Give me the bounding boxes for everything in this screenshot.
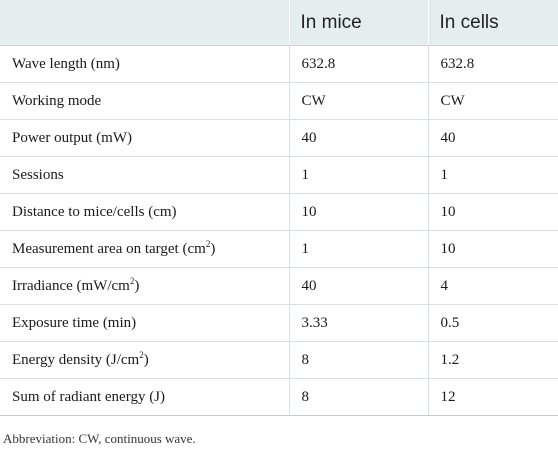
table-row: Energy density (J/cm2) 8 1.2 bbox=[0, 341, 558, 379]
table-row: Distance to mice/cells (cm) 10 10 bbox=[0, 193, 558, 231]
table-row: Working mode CW CW bbox=[0, 82, 558, 120]
table-row: Sum of radiant energy (J) 8 12 bbox=[0, 378, 558, 416]
row-label-text: Sum of radiant energy (J) bbox=[12, 388, 166, 405]
cell-in-mice: 1 bbox=[289, 230, 429, 268]
row-label: Distance to mice/cells (cm) bbox=[0, 193, 290, 231]
cell-in-cells: 632.8 bbox=[428, 45, 558, 83]
cell-in-mice: 1 bbox=[289, 156, 429, 194]
cell-in-mice: CW bbox=[289, 82, 429, 120]
cell-in-cells: 1 bbox=[428, 156, 558, 194]
table-body: Wave length (nm) 632.8 632.8 Working mode CW… bbox=[0, 45, 558, 416]
row-label-text: Wave length (nm) bbox=[12, 55, 120, 72]
cell-in-cells: 10 bbox=[428, 193, 558, 231]
cell-in-cells: 12 bbox=[428, 378, 558, 416]
footnote: Abbreviation: CW, continuous wave. bbox=[3, 431, 196, 446]
row-label: Energy density (J/cm2) bbox=[0, 341, 290, 379]
row-label-text: Exposure time (min) bbox=[12, 314, 137, 331]
row-label-suffix: ) bbox=[210, 240, 216, 257]
table-row: Power output (mW) 40 40 bbox=[0, 119, 558, 157]
row-label-suffix: ) bbox=[143, 351, 149, 368]
row-label-text: Working mode bbox=[12, 92, 102, 109]
row-label: Measurement area on target (cm2) bbox=[0, 230, 290, 268]
header-parameter bbox=[0, 0, 290, 46]
row-label: Exposure time (min) bbox=[0, 304, 290, 342]
row-label: Working mode bbox=[0, 82, 290, 120]
row-label: Wave length (nm) bbox=[0, 45, 290, 83]
row-label-text: Irradiance (mW/cm bbox=[12, 277, 130, 294]
table-row: Wave length (nm) 632.8 632.8 bbox=[0, 45, 558, 83]
row-label-superscript: 2 bbox=[129, 275, 135, 286]
cell-in-cells: 0.5 bbox=[428, 304, 558, 342]
row-label-text: Sessions bbox=[12, 166, 64, 183]
row-label-text: Power output (mW) bbox=[12, 129, 132, 146]
table-row: Sessions 1 1 bbox=[0, 156, 558, 194]
table-header-row: In mice In cells bbox=[0, 0, 558, 46]
row-label: Power output (mW) bbox=[0, 119, 290, 157]
header-in-mice: In mice bbox=[289, 0, 429, 46]
row-label-superscript: 2 bbox=[205, 238, 211, 249]
cell-in-cells: 4 bbox=[428, 267, 558, 305]
cell-in-cells: 40 bbox=[428, 119, 558, 157]
cell-in-mice: 40 bbox=[289, 267, 429, 305]
table-row: Irradiance (mW/cm2) 40 4 bbox=[0, 267, 558, 305]
table-row: Measurement area on target (cm2) 1 10 bbox=[0, 230, 558, 268]
cell-in-cells: CW bbox=[428, 82, 558, 120]
cell-in-cells: 1.2 bbox=[428, 341, 558, 379]
cell-in-mice: 8 bbox=[289, 341, 429, 379]
row-label-text: Distance to mice/cells (cm) bbox=[12, 203, 177, 220]
row-label-superscript: 2 bbox=[139, 349, 144, 360]
cell-in-mice: 10 bbox=[289, 193, 429, 231]
row-label: Sessions bbox=[0, 156, 290, 194]
cell-in-mice: 40 bbox=[289, 119, 429, 157]
parameters-table: In mice In cells Wave length (nm) 632.8 63… bbox=[0, 0, 558, 416]
row-label: Sum of radiant energy (J) bbox=[0, 378, 290, 416]
row-label-suffix: ) bbox=[134, 277, 140, 294]
cell-in-mice: 632.8 bbox=[289, 45, 429, 83]
cell-in-mice: 8 bbox=[289, 378, 429, 416]
header-in-cells: In cells bbox=[428, 0, 558, 46]
table-row: Exposure time (min) 3.33 0.5 bbox=[0, 304, 558, 342]
row-label: Irradiance (mW/cm2) bbox=[0, 267, 290, 305]
cell-in-cells: 10 bbox=[428, 230, 558, 268]
row-label-text: Energy density (J/cm bbox=[12, 351, 140, 368]
row-label-text: Measurement area on target (cm bbox=[12, 240, 206, 257]
cell-in-mice: 3.33 bbox=[289, 304, 429, 342]
